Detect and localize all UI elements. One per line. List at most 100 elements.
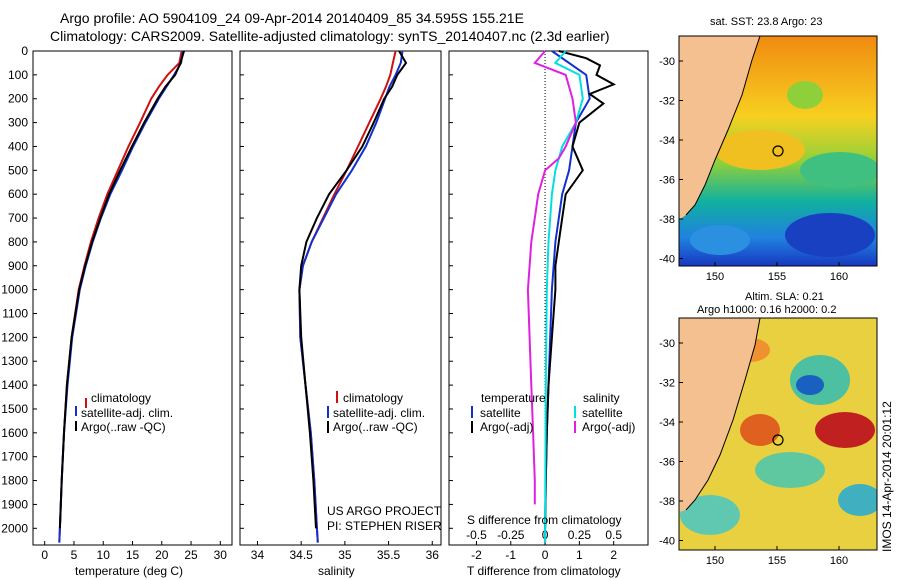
x-tick-label: -1: [505, 548, 516, 562]
sla-lat-label: -36: [659, 457, 675, 469]
legend-climatology: climatology: [343, 391, 403, 405]
salinity-panel-frame: [239, 50, 442, 546]
sla-map: [679, 318, 877, 550]
x-tick-label: 34.5: [289, 548, 313, 562]
argo-location-marker: [772, 145, 784, 157]
depth-tick-label: 1300: [1, 354, 28, 368]
sla-lon-label: 150: [706, 555, 724, 567]
sst-lon-label: 150: [706, 271, 724, 283]
sla-map-title-line1: Altim. SLA: 0.21: [745, 291, 824, 303]
sla-lon-label: 160: [830, 555, 848, 567]
sla-lat-label: -32: [659, 378, 675, 390]
sla-lat-label: -38: [659, 496, 675, 508]
annotation-project: US ARGO PROJECT: [327, 504, 442, 518]
x-tick-label: 2: [610, 548, 617, 562]
temperature-xlabel: temperature (deg C): [75, 564, 183, 578]
sst-lon-label: 160: [830, 271, 848, 283]
depth-tick-label: 1800: [1, 474, 28, 488]
sst-lon-label: 155: [768, 271, 786, 283]
depth-tick-label: 500: [8, 163, 28, 177]
difference-panel-frame: [448, 50, 649, 546]
chart-title-line1: Argo profile: AO 5904109_24 09-Apr-2014 …: [60, 10, 524, 26]
series-line: [544, 50, 617, 529]
depth-tick-label: 0: [21, 44, 28, 58]
sla-lat-label: -40: [659, 536, 675, 548]
depth-tick-label: 1600: [1, 426, 28, 440]
x-tick-label: 34: [251, 548, 265, 562]
series-line: [544, 50, 591, 543]
depth-tick-label: 1500: [1, 402, 28, 416]
depth-tick-label: 1700: [1, 450, 28, 464]
x-tick-label: 10: [97, 548, 111, 562]
chart-title-line2: Climatology: CARS2009. Satellite-adjuste…: [50, 28, 610, 44]
depth-tick-label: 1900: [1, 497, 28, 511]
x-tick-label: 35.5: [377, 548, 401, 562]
depth-tick-label: 700: [8, 211, 28, 225]
depth-tick-label: 600: [8, 187, 28, 201]
sst-map: [679, 36, 877, 266]
sst-lat-label: -36: [659, 175, 675, 187]
t-difference-xlabel: T difference from climatology: [467, 564, 621, 578]
x-tick-label: 20: [155, 548, 169, 562]
depth-tick-label: 1400: [1, 378, 28, 392]
legend-satellite-adj: satellite-adj. clim.: [81, 406, 173, 420]
legend-climatology: climatology: [91, 391, 151, 405]
x-tick-label: 0: [542, 548, 549, 562]
depth-tick-label: 900: [8, 259, 28, 273]
top-tick-label: 0.25: [568, 528, 592, 542]
depth-tick-label: 1000: [1, 283, 28, 297]
series-line: [298, 50, 404, 543]
depth-tick-label: 100: [8, 68, 28, 82]
s-difference-label: S difference from climatology: [467, 513, 622, 527]
depth-tick-label: 400: [8, 139, 28, 153]
difference-legend: temperature satellite Argo(-adj) salinit…: [471, 391, 635, 434]
legend-argo: Argo(..raw -QC): [333, 420, 418, 434]
sst-lat-label: -30: [659, 56, 675, 68]
legend-salinity: salinity: [583, 391, 620, 405]
series-line: [544, 50, 584, 543]
x-tick-label: 0: [41, 548, 48, 562]
x-tick-label: 30: [214, 548, 228, 562]
series-line: [298, 50, 408, 529]
sst-lat-label: -34: [659, 135, 675, 147]
argo-location-marker: [772, 434, 784, 446]
depth-tick-label: 1200: [1, 330, 28, 344]
sst-lat-label: -32: [659, 96, 675, 108]
depth-tick-label: 2000: [1, 521, 28, 535]
top-tick-label: -0.5: [466, 528, 487, 542]
salinity-xlabel: salinity: [318, 564, 355, 578]
sla-lon-label: 155: [768, 555, 786, 567]
series-line: [526, 50, 577, 505]
depth-tick-label: 1100: [2, 307, 28, 321]
depth-tick-label: 800: [8, 235, 28, 249]
x-tick-label: 25: [184, 548, 198, 562]
sla-lat-label: -34: [659, 417, 675, 429]
x-tick-label: 5: [71, 548, 78, 562]
legend-t-satellite: satellite: [480, 406, 521, 420]
x-tick-label: 36: [426, 548, 440, 562]
sst-map-title: sat. SST: 23.8 Argo: 23: [710, 16, 823, 28]
x-tick-label: -2: [471, 548, 482, 562]
salinity-legend: climatology satellite-adj. clim. Argo(..…: [327, 391, 425, 434]
sst-lat-label: -40: [659, 254, 675, 266]
sst-lat-label: -38: [659, 214, 675, 226]
legend-temperature: temperature: [481, 391, 546, 405]
legend-s-satellite: satellite: [582, 406, 623, 420]
annotation-pi: PI: STEPHEN RISER: [327, 519, 442, 533]
temperature-legend: climatology satellite-adj. clim. Argo(..…: [75, 391, 173, 434]
legend-satellite-adj: satellite-adj. clim.: [333, 406, 425, 420]
imos-timestamp: IMOS 14-Apr-2014 20:01:12: [880, 401, 894, 552]
series-line: [58, 50, 185, 529]
sla-lat-label: -30: [659, 338, 675, 350]
depth-tick-label: 200: [8, 92, 28, 106]
depth-tick-label: 300: [8, 116, 28, 130]
top-tick-label: 0.5: [605, 528, 622, 542]
x-tick-label: 1: [576, 548, 583, 562]
sla-map-title-line2: Argo h1000: 0.16 h2000: 0.2: [697, 304, 836, 316]
legend-t-argo: Argo(-adj): [480, 420, 533, 434]
top-tick-label: -0.25: [497, 528, 525, 542]
legend-argo: Argo(..raw -QC): [81, 420, 166, 434]
x-tick-label: 15: [126, 548, 140, 562]
x-tick-label: 35: [338, 548, 352, 562]
